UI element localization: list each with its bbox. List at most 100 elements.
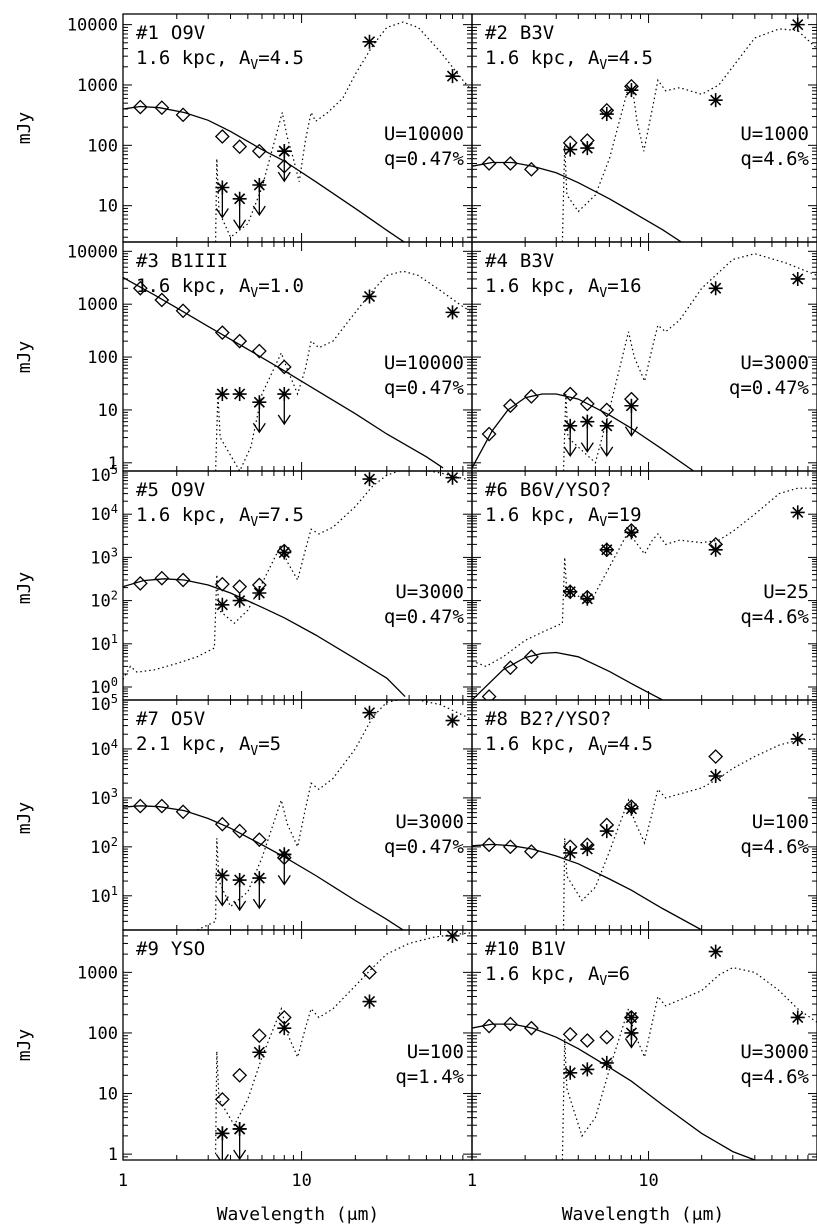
y-tick-label: 104	[90, 737, 118, 760]
panel-source-label: #4 B3V	[485, 250, 554, 272]
y-tick-label: 103	[90, 786, 118, 809]
asterisk-marker	[624, 83, 639, 98]
y-tick-label: 10000	[67, 242, 118, 262]
diamond-marker	[562, 1026, 578, 1042]
y-tick-label: 101	[90, 632, 118, 655]
sed-panel-3: 1 10 100 1000 10000 #3 B1III 1.6 kpc, AV=1.0 U=1…	[67, 241, 473, 474]
diamond-marker	[232, 823, 248, 839]
asterisk-marker	[563, 142, 578, 157]
asterisk-marker	[232, 593, 247, 608]
diamond-marker	[214, 576, 230, 592]
upper-limit-marker	[252, 178, 267, 193]
diamond-marker	[599, 402, 615, 418]
dust-model-line	[215, 270, 472, 471]
plot-area	[123, 21, 472, 242]
diamond-marker	[175, 107, 191, 123]
diamond-marker	[175, 804, 191, 820]
asterisk-marker	[445, 69, 460, 84]
y-ticks	[471, 470, 817, 701]
sed-panel-2: #2 B3V 1.6 kpc, AV=4.5 U=1000 q=4.6%	[471, 13, 817, 243]
dust-model-line	[561, 966, 817, 1160]
dust-model-line	[196, 700, 472, 930]
panel-source-label: #10 B1V	[485, 938, 566, 960]
panel-source-label: #5 O9V	[136, 479, 205, 501]
asterisk-marker	[708, 944, 723, 959]
diamond-marker	[232, 139, 248, 155]
x-tick-label: 10	[291, 1171, 311, 1191]
asterisk-marker	[277, 1021, 292, 1036]
asterisk-marker	[624, 525, 639, 540]
diamond-marker	[132, 575, 148, 591]
y-tick-label: 1000	[77, 76, 118, 96]
diamond-marker	[599, 1029, 615, 1045]
diamond-marker	[481, 689, 497, 700]
upper-limit-marker	[580, 414, 595, 429]
panel-source-label: #9 YSO	[136, 938, 205, 960]
y-tick-label: 102	[90, 835, 118, 858]
upper-limit-arrow	[252, 185, 266, 217]
asterisk-marker	[708, 93, 723, 108]
distance-extinction-label: 1.6 kpc, AV=4.5	[136, 47, 304, 73]
x-tick-label: 1	[118, 1171, 128, 1191]
y-axis-label: mJy	[14, 802, 35, 835]
x-axis-label-left: Wavelength (μm)	[217, 1204, 380, 1225]
stellar-model-line	[123, 805, 404, 930]
asterisk-marker	[708, 769, 723, 784]
y-tick-label: 104	[90, 502, 118, 525]
asterisk-marker	[790, 271, 805, 286]
distance-extinction-label: 1.6 kpc, AV=6	[485, 963, 630, 989]
radiation-field-label: U=100	[752, 811, 809, 833]
y-axis-label: mJy	[14, 1029, 35, 1062]
y-tick-label: 103	[90, 545, 118, 568]
asterisk-marker	[790, 731, 805, 746]
diamond-marker	[154, 100, 170, 116]
pah-fraction-label: q=4.6%	[740, 1066, 809, 1088]
diamond-marker	[232, 333, 248, 349]
sed-panel-8: #8 B2?/YSO? 1.6 kpc, AV=4.5 U=100 q=4.6%	[471, 699, 817, 931]
y-tick-label: 105	[90, 463, 118, 486]
asterisk-marker	[445, 305, 460, 320]
panel-source-label: #7 O5V	[136, 708, 205, 730]
distance-extinction-label: 1.6 kpc, AV=16	[485, 275, 642, 301]
asterisk-marker	[445, 930, 460, 943]
y-tick-label: 10	[98, 401, 118, 421]
sed-panel-1: 10 100 1000 10000 #1 O9V 1.6 kpc, AV=4.5 U=1000…	[67, 13, 473, 243]
asterisk-marker	[599, 1055, 614, 1070]
distance-extinction-label: 1.6 kpc, AV=4.5	[485, 733, 653, 759]
upper-limit-marker	[215, 180, 230, 195]
radiation-field-label: U=3000	[395, 811, 464, 833]
asterisk-marker	[563, 1065, 578, 1080]
diamond-marker	[579, 1033, 595, 1048]
diamond-marker	[523, 649, 539, 665]
diamond-marker	[251, 143, 267, 159]
stellar-model-line	[472, 1023, 756, 1160]
pah-fraction-label: q=0.47%	[384, 836, 465, 858]
pah-fraction-label: q=0.47%	[384, 148, 465, 170]
panel-frame	[471, 929, 817, 1161]
sed-panel-4: #4 B3V 1.6 kpc, AV=16 U=3000 q=0.47%	[471, 241, 817, 472]
upper-limit-arrow	[252, 878, 266, 910]
y-tick-label: 100	[87, 136, 118, 156]
diamond-marker	[175, 572, 191, 588]
asterisk-marker	[790, 17, 805, 32]
y-axis-label: mJy	[14, 572, 35, 605]
pah-fraction-label: q=0.47%	[384, 377, 465, 399]
y-tick-label: 1000	[77, 295, 118, 315]
y-tick-label: 100	[87, 348, 118, 368]
asterisk-marker	[563, 845, 578, 860]
diamond-marker	[232, 1067, 248, 1083]
radiation-field-label: U=3000	[740, 352, 809, 374]
upper-limit-arrow	[233, 880, 247, 912]
y-tick-label: 100	[90, 675, 118, 698]
diamond-marker	[214, 1091, 230, 1107]
upper-limit-arrow	[215, 875, 229, 907]
diamond-marker	[232, 579, 248, 595]
diamond-marker	[251, 343, 267, 359]
panel-source-label: #6 B6V/YSO?	[485, 479, 611, 501]
y-tick-label: 1000	[77, 963, 118, 983]
diamond-marker	[502, 398, 518, 414]
diamond-marker	[481, 426, 497, 442]
diamond-marker	[481, 837, 497, 853]
asterisk-marker	[362, 994, 377, 1009]
